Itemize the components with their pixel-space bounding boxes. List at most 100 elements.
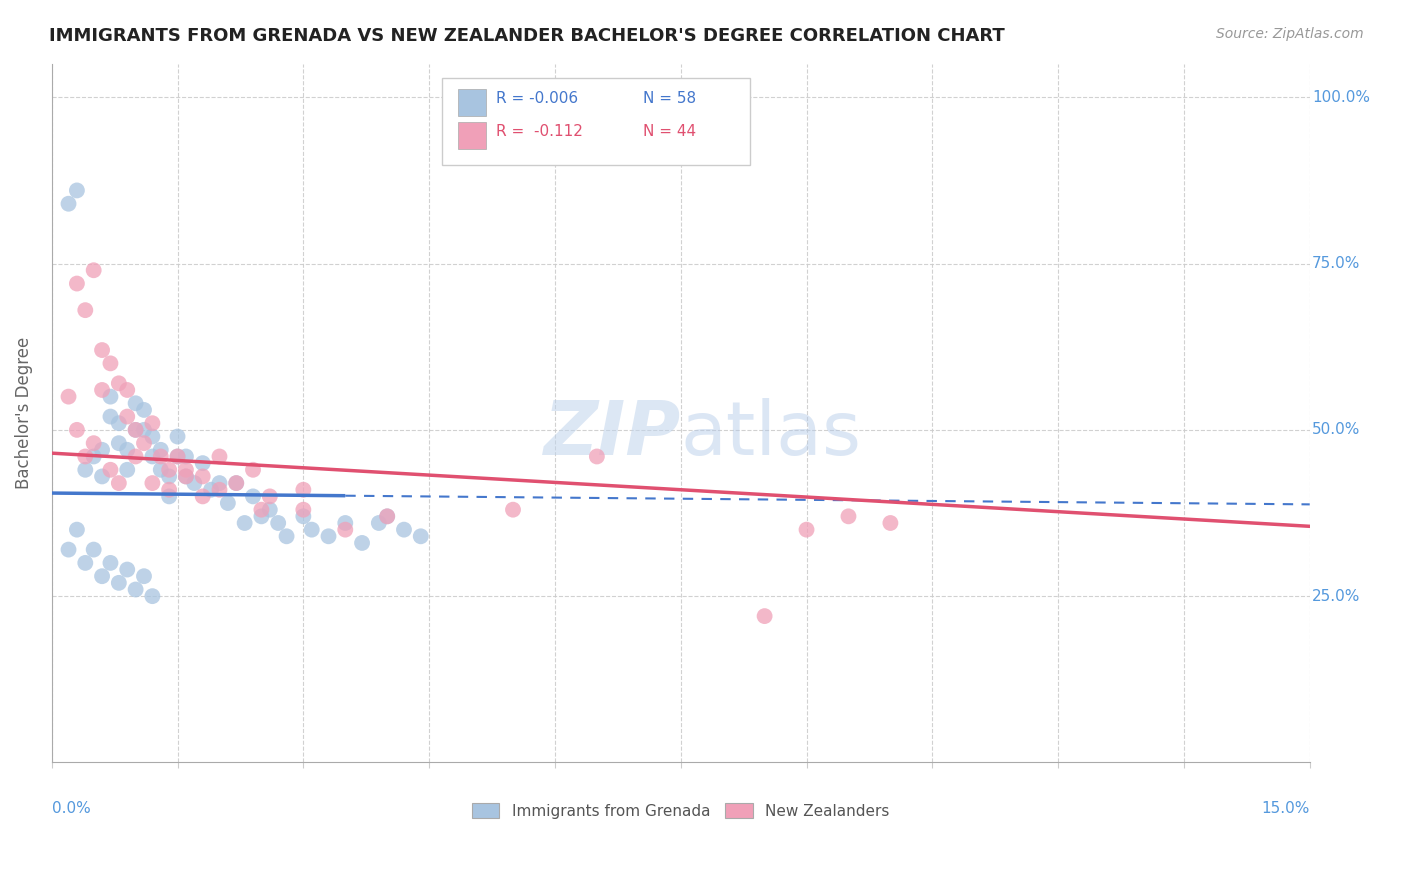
Point	[141, 476, 163, 491]
Point	[91, 343, 114, 357]
Point	[301, 523, 323, 537]
Point	[191, 456, 214, 470]
Point	[183, 476, 205, 491]
Point	[132, 403, 155, 417]
Point	[75, 556, 97, 570]
Point	[75, 303, 97, 318]
Point	[124, 450, 146, 464]
Point	[375, 509, 398, 524]
Text: 25.0%: 25.0%	[1312, 589, 1361, 604]
Point	[250, 509, 273, 524]
Point	[100, 409, 122, 424]
Y-axis label: Bachelor's Degree: Bachelor's Degree	[15, 337, 32, 490]
Point	[208, 483, 231, 497]
Point	[91, 383, 114, 397]
Point	[837, 509, 859, 524]
Point	[166, 429, 188, 443]
Point	[115, 463, 138, 477]
Point	[91, 469, 114, 483]
Text: ZIP: ZIP	[544, 398, 681, 471]
Point	[200, 483, 222, 497]
Point	[166, 450, 188, 464]
Point	[124, 582, 146, 597]
Point	[58, 542, 80, 557]
Point	[157, 469, 180, 483]
Point	[318, 529, 340, 543]
Point	[132, 423, 155, 437]
Point	[66, 277, 89, 291]
Point	[335, 523, 357, 537]
Point	[796, 523, 818, 537]
Text: 0.0%: 0.0%	[52, 801, 90, 816]
Legend: Immigrants from Grenada, New Zealanders: Immigrants from Grenada, New Zealanders	[465, 797, 896, 824]
Point	[409, 529, 432, 543]
Bar	[458, 89, 485, 116]
Point	[166, 450, 188, 464]
Text: 75.0%: 75.0%	[1312, 256, 1361, 271]
Point	[502, 502, 524, 516]
Point	[879, 516, 901, 530]
Text: IMMIGRANTS FROM GRENADA VS NEW ZEALANDER BACHELOR'S DEGREE CORRELATION CHART: IMMIGRANTS FROM GRENADA VS NEW ZEALANDER…	[49, 27, 1005, 45]
Text: atlas: atlas	[681, 398, 862, 471]
Point	[250, 502, 273, 516]
Point	[292, 509, 315, 524]
Point	[276, 529, 298, 543]
Point	[225, 476, 247, 491]
Point	[115, 442, 138, 457]
Point	[100, 390, 122, 404]
Point	[242, 489, 264, 503]
Point	[124, 396, 146, 410]
Point	[100, 556, 122, 570]
Point	[108, 376, 131, 391]
Point	[75, 463, 97, 477]
Point	[141, 429, 163, 443]
Point	[242, 463, 264, 477]
Point	[174, 450, 197, 464]
Point	[157, 483, 180, 497]
Point	[83, 263, 105, 277]
Point	[132, 569, 155, 583]
Point	[392, 523, 415, 537]
Point	[124, 423, 146, 437]
Point	[108, 416, 131, 430]
Point	[367, 516, 389, 530]
Point	[375, 509, 398, 524]
Text: N = 58: N = 58	[643, 92, 696, 106]
Text: 15.0%: 15.0%	[1261, 801, 1310, 816]
Point	[335, 516, 357, 530]
Point	[233, 516, 256, 530]
Text: R = -0.006: R = -0.006	[496, 92, 578, 106]
Point	[58, 196, 80, 211]
Point	[208, 476, 231, 491]
Point	[174, 469, 197, 483]
Point	[149, 450, 172, 464]
Point	[586, 450, 609, 464]
Point	[149, 463, 172, 477]
Text: Source: ZipAtlas.com: Source: ZipAtlas.com	[1216, 27, 1364, 41]
Point	[292, 483, 315, 497]
Text: 100.0%: 100.0%	[1312, 90, 1371, 105]
Point	[217, 496, 239, 510]
Point	[141, 416, 163, 430]
Point	[91, 569, 114, 583]
Point	[157, 463, 180, 477]
Point	[83, 450, 105, 464]
Point	[91, 442, 114, 457]
Point	[174, 463, 197, 477]
Point	[100, 356, 122, 370]
Point	[174, 469, 197, 483]
Point	[108, 575, 131, 590]
Point	[115, 383, 138, 397]
Point	[124, 423, 146, 437]
Point	[132, 436, 155, 450]
Point	[100, 463, 122, 477]
Point	[225, 476, 247, 491]
Point	[66, 423, 89, 437]
Point	[58, 390, 80, 404]
Point	[115, 409, 138, 424]
Point	[108, 476, 131, 491]
Point	[66, 523, 89, 537]
Text: 50.0%: 50.0%	[1312, 423, 1361, 437]
Point	[267, 516, 290, 530]
Point	[108, 436, 131, 450]
